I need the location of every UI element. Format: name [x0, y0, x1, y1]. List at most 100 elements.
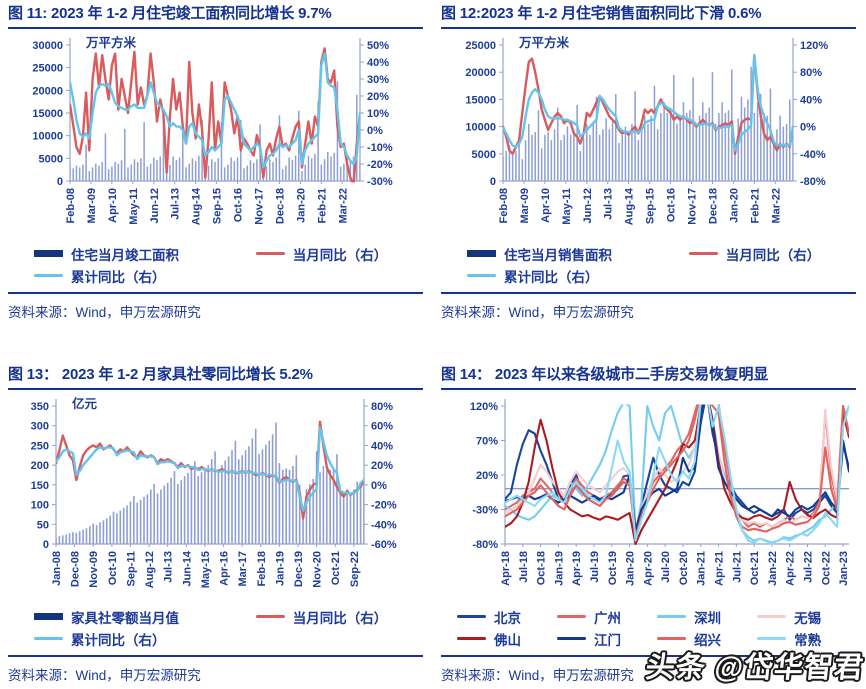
axis-label: Mar-09	[86, 188, 98, 223]
axis-label: 250	[31, 440, 49, 452]
axis-label: -60%	[371, 539, 397, 551]
axis-label: Sep-11	[125, 551, 137, 586]
axis-label: 120%	[800, 40, 828, 52]
axis-label: Jul-18	[518, 551, 530, 583]
axis-label: 80%	[800, 67, 822, 79]
legend-item: 佛山	[451, 629, 551, 649]
axis-label: Apr-10	[540, 188, 552, 223]
axis-label: Nov-17	[687, 188, 699, 225]
axis-label: 100	[31, 499, 49, 511]
axis-label: Jan-22	[767, 551, 779, 586]
axis-label: Aug-14	[624, 187, 636, 225]
axis-label: 0%	[367, 125, 383, 137]
legend-item: 家具社零额当月值	[34, 607, 256, 627]
legend-item: 绍兴	[651, 629, 751, 649]
fig11-title: 图 11: 2023 年 1-2 月住宅竣工面积同比增长 9.7%	[8, 4, 423, 29]
axis-label: Apr-20	[642, 551, 654, 586]
divider	[8, 654, 423, 657]
axis-label: May-11	[128, 188, 140, 225]
line-swatch-icon	[688, 251, 718, 256]
axis-label: 70%	[476, 435, 498, 447]
panel-fig13: 图 13： 2023 年 1-2 月家具社零同比增长 5.2% 350 300 25…	[0, 345, 433, 689]
axis-label: -30%	[472, 504, 498, 516]
axis-label: Jan-23	[838, 551, 850, 586]
axis-label: Oct-18	[536, 551, 548, 585]
axis-label: Oct-22	[820, 551, 832, 585]
legend-label: 当月同比（右）	[292, 610, 388, 626]
axis-label: Oct-10	[107, 551, 119, 585]
axis-label: -30%	[367, 176, 393, 188]
legend-label: 常熟	[794, 632, 822, 648]
fig13-legend: 家具社零额当月值 当月同比（右） 累计同比（右）	[8, 606, 423, 650]
axis-label: 300	[31, 420, 49, 432]
legend-label: 当月同比（右）	[725, 247, 821, 263]
axis-label: Oct-21	[330, 551, 342, 585]
line-swatch-icon	[757, 614, 787, 619]
fig12-source: 资料来源：Wind，申万宏源研究	[441, 304, 634, 320]
bar-swatch-icon	[467, 250, 496, 257]
line-series-常熟	[505, 404, 849, 545]
legend-item: 累计同比（右）	[34, 266, 256, 286]
line-swatch-icon	[457, 614, 486, 619]
line-swatch-icon	[657, 614, 687, 619]
axis-label: Apr-16	[219, 551, 231, 586]
axis-label: 40%	[800, 94, 822, 106]
axis-label: 20%	[476, 470, 498, 482]
divider	[441, 291, 856, 294]
axis-label: 350	[31, 401, 49, 413]
line-swatch-icon	[557, 614, 587, 619]
legend-label: 家具社零额当月值	[71, 610, 179, 626]
axis-label: Feb-08	[65, 188, 77, 223]
divider	[441, 654, 856, 657]
legend-item: 无锡	[751, 607, 851, 627]
axis-label: Apr-19	[571, 551, 583, 586]
axis-label: -80%	[472, 539, 498, 551]
axis-label: Jul-13	[603, 188, 615, 220]
axis-label: 万平方米	[85, 35, 137, 50]
divider	[8, 291, 423, 294]
axis-label: Feb-21	[749, 188, 761, 223]
axis-label: 0	[43, 539, 49, 551]
legend-label: 累计同比（右）	[71, 632, 166, 648]
axis-label: Mar-09	[519, 188, 531, 223]
fig11-legend: 住宅当月竣工面积 当月同比（右） 累计同比（右）	[8, 243, 423, 287]
axis-label: 20000	[32, 85, 63, 97]
line-series-当月同比（右）	[503, 53, 793, 155]
axis-label: Nov-20	[312, 551, 324, 588]
axis-label: 0	[57, 176, 63, 188]
fig14-chart: 120% 70% 20% -30% -80%Apr-18 Jul-18 Oct-18 Jan-…	[470, 398, 850, 586]
fig11-source: 资料来源：Wind，申万宏源研究	[8, 304, 201, 320]
line-swatch-icon	[757, 636, 787, 641]
fig13-title: 图 13： 2023 年 1-2 月家具社零同比增长 5.2%	[8, 365, 423, 390]
axis-label: 50	[37, 519, 49, 531]
legend-label: 无锡	[794, 610, 822, 626]
axis-label: Jan-21	[696, 551, 708, 586]
axis-label: 5000	[39, 153, 63, 165]
line-series-绍兴	[505, 404, 849, 538]
line-series-累计同比（右）	[56, 426, 364, 512]
panel-fig14: 图 14： 2023 年以来各级城市二手房交易恢复明显 120% 70% 20% -3…	[433, 345, 866, 689]
axis-label: 80%	[371, 401, 393, 413]
line-swatch-icon	[557, 636, 587, 641]
axis-label: Jul-22	[802, 551, 814, 583]
axis-label: 15000	[465, 94, 496, 106]
line-swatch-icon	[34, 273, 63, 278]
axis-label: Apr-22	[785, 551, 797, 586]
axis-label: Jan-20	[728, 188, 740, 223]
axis-label: Dec-18	[707, 188, 719, 224]
axis-label: 60%	[371, 420, 393, 432]
legend-label: 住宅当月竣工面积	[71, 247, 179, 263]
axis-label: 万平方米	[518, 35, 570, 50]
axis-label: 5000	[472, 148, 496, 160]
line-series-累计同比（右）	[503, 53, 793, 152]
axis-label: Aug-12	[144, 551, 156, 588]
bar-series	[56, 422, 364, 544]
legend-item: 累计同比（右）	[467, 266, 689, 286]
axis-label: 15000	[32, 108, 63, 120]
axis-label: 25000	[465, 40, 496, 52]
axis-label: Jul-20	[660, 551, 672, 583]
axis-label: Jan-08	[51, 551, 63, 586]
legend-item: 当月同比（右）	[688, 244, 852, 264]
axis-label: Sep-15	[212, 188, 224, 224]
